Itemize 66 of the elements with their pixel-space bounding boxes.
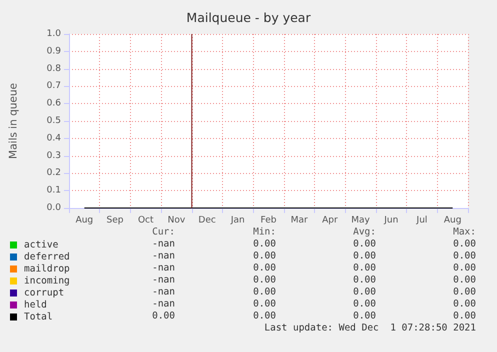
legend-label: held <box>24 300 47 310</box>
text: 0.00 <box>253 250 276 262</box>
legend-label: corrupt <box>24 288 64 298</box>
y-axis-title: Mails in queue <box>8 83 20 159</box>
text: 0.00 <box>152 310 176 322</box>
text: 0.00 <box>353 238 376 250</box>
y-tick-label: 0.6 <box>46 98 62 109</box>
y-tick-label: 0.2 <box>46 168 61 178</box>
x-tick-label: May <box>351 216 371 226</box>
x-tick-label: Nov <box>168 216 186 226</box>
text: -nan <box>152 286 176 298</box>
text: 0.00 <box>253 274 276 286</box>
text: -nan <box>152 238 176 250</box>
text: 0.00 <box>453 238 476 250</box>
y-tick-label: 1.0 <box>46 29 62 39</box>
text: -nan <box>152 250 176 262</box>
x-tick-label: Oct <box>138 216 154 226</box>
y-tick-label: 0.3 <box>46 150 61 161</box>
text: 0.00 <box>253 286 276 298</box>
text: Min: <box>253 226 276 238</box>
legend-label: Total <box>24 312 53 322</box>
text: -nan <box>152 298 176 310</box>
legend-label: maildrop <box>24 264 70 274</box>
text: 0.00 <box>453 298 476 310</box>
text: 0.00 <box>353 286 376 298</box>
text: -nan <box>152 262 176 274</box>
x-tick-label: Sep <box>106 216 124 226</box>
text: -nan <box>152 274 176 286</box>
text: 0.00 <box>253 310 276 322</box>
x-tick-label: Apr <box>322 216 338 226</box>
text: Last update: Wed Dec 1 07:28:50 2021 <box>264 322 476 334</box>
x-tick-label: Aug <box>76 216 94 226</box>
y-tick-label: 0.1 <box>46 186 61 196</box>
text: 0.00 <box>453 262 476 274</box>
text: 0.00 <box>353 298 376 310</box>
y-tick-label: 0.5 <box>46 116 61 126</box>
x-tick-label: Mar <box>290 216 308 226</box>
x-tick-label: Feb <box>260 216 277 226</box>
x-tick-label: Jul <box>416 216 428 226</box>
legend-label: deferred <box>24 252 70 262</box>
text: 0.00 <box>253 262 276 274</box>
text: 0.00 <box>353 310 376 322</box>
legend-label: incoming <box>24 276 70 286</box>
text: 0.00 <box>453 286 476 298</box>
text: 0.00 <box>453 310 476 322</box>
text: 0.00 <box>253 298 276 310</box>
text: Cur: <box>152 226 176 238</box>
text: Max: <box>453 226 476 238</box>
y-tick-label: 0.0 <box>46 203 62 213</box>
text: 0.00 <box>353 274 376 286</box>
x-tick-label: Aug <box>444 216 462 226</box>
text: 0.00 <box>353 262 376 274</box>
text: Avg: <box>353 226 376 238</box>
y-tick-label: 0.7 <box>46 81 61 92</box>
x-tick-label: Dec <box>198 216 216 226</box>
text: 0.00 <box>353 250 376 262</box>
text: 0.00 <box>453 274 476 286</box>
x-tick-label: Jan <box>230 216 245 226</box>
y-tick-label: 0.8 <box>46 64 62 74</box>
legend-label: active <box>24 240 59 250</box>
y-tick-label: 0.4 <box>46 133 62 144</box>
x-tick-label: Jun <box>383 216 398 226</box>
text: 0.00 <box>453 250 476 262</box>
y-tick-label: 0.9 <box>46 46 62 56</box>
text: 0.00 <box>253 238 276 250</box>
chart-title: Mailqueue - by year <box>186 10 312 25</box>
